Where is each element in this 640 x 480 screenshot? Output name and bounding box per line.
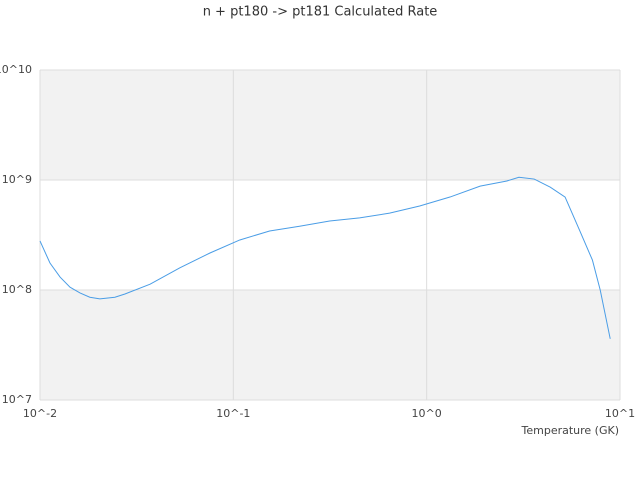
data-line [39,176,611,339]
y-tick-label: 10^10 [0,63,32,76]
x-tick-label: 10^-2 [23,407,57,420]
y-tick-label: 10^9 [2,173,32,186]
grid-band [40,70,620,180]
x-tick-label: 10^1 [605,407,635,420]
chart-title: n + pt180 -> pt181 Calculated Rate [203,5,438,20]
y-tick-label: 10^8 [2,283,32,296]
x-axis-label: Temperature (GK) [521,424,620,437]
x-tick-label: 10^-1 [216,407,250,420]
x-tick-label: 10^0 [412,407,442,420]
grid-band [40,290,620,400]
y-tick-label: 10^7 [2,393,32,406]
